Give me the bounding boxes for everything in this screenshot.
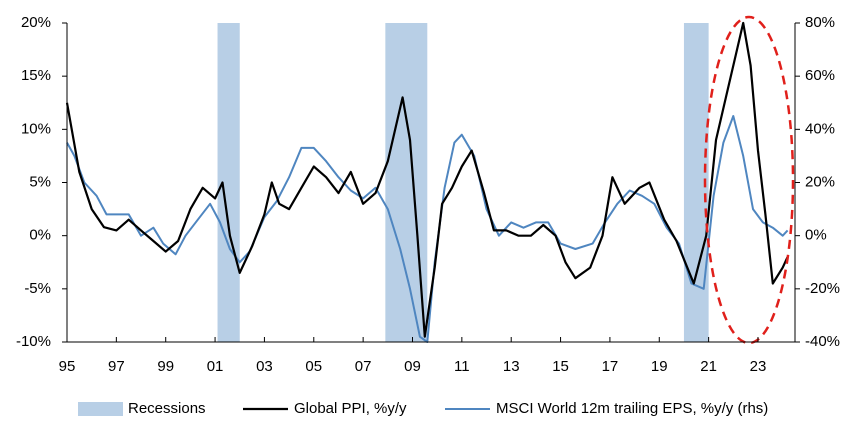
legend-label: MSCI World 12m trailing EPS, %y/y (rhs) [496,400,768,417]
x-tick-label: 13 [503,358,520,375]
recession-band [217,23,240,342]
line-series [65,21,789,338]
x-tick-label: 17 [602,358,619,375]
legend-label: Recessions [128,400,206,417]
y-tick-label: 15% [21,67,51,84]
y2-tick-label: 0% [805,227,827,244]
y-tick-label: 0% [29,227,51,244]
x-tick-label: 97 [108,358,125,375]
x-tick-label: 05 [305,358,322,375]
y2-tick-label: 80% [805,14,835,31]
y-tick-label: -10% [16,333,51,350]
y2-tick-label: -40% [805,333,840,350]
x-tick-label: 21 [700,358,717,375]
y2-tick-label: 20% [805,173,835,190]
legend-label: Global PPI, %y/y [294,400,407,417]
highlight-ellipse [703,15,795,345]
line-series [66,115,789,343]
x-tick-label: 23 [750,358,767,375]
x-tick-label: 11 [454,358,470,375]
x-tick-label: 15 [552,358,569,375]
y2-tick-label: -20% [805,280,840,297]
x-tick-label: 95 [59,358,76,375]
x-tick-label: 99 [157,358,174,375]
x-tick-label: 01 [207,358,224,375]
legend-swatch [78,402,123,416]
y2-tick-label: 60% [805,67,835,84]
x-tick-label: 19 [651,358,668,375]
y-tick-label: 5% [29,173,51,190]
y2-tick-label: 40% [805,120,835,137]
y-tick-label: -5% [24,280,51,297]
x-tick-label: 03 [256,358,273,375]
x-tick-label: 07 [355,358,372,375]
x-tick-label: 09 [404,358,421,375]
y-tick-label: 10% [21,120,51,137]
y-tick-label: 20% [21,14,51,31]
